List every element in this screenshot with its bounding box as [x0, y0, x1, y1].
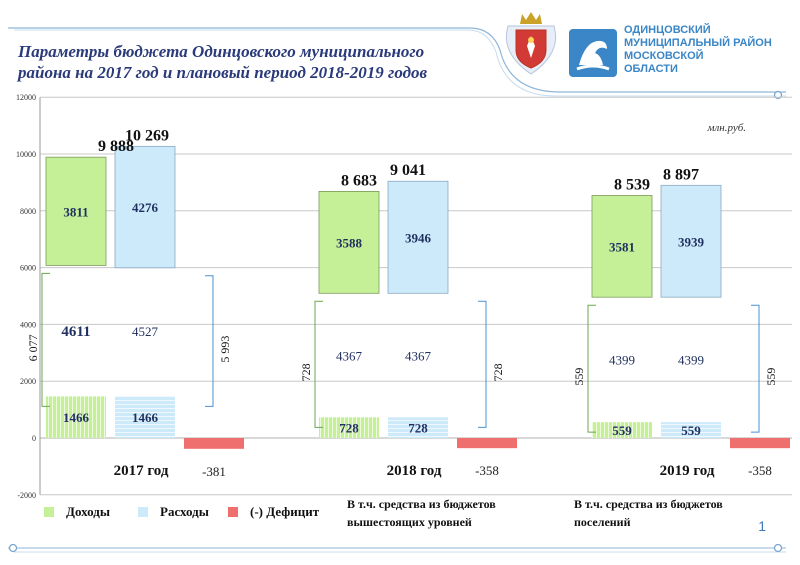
- legend-note: В т.ч. средства из бюджетов поселений: [574, 497, 723, 529]
- bar-income-lower: [592, 422, 652, 438]
- bar-expense-upper-label: 4276: [132, 200, 159, 215]
- bar-income-lower-label: 728: [339, 421, 359, 436]
- bar-expense-middle-label: 4399: [678, 353, 704, 368]
- bar-deficit: [730, 438, 790, 449]
- district-logo-icon: [569, 29, 617, 77]
- bracket-income-label: 728: [299, 363, 313, 381]
- bar-income-lower-label: 1466: [63, 410, 90, 425]
- bar-expense-middle-label: 4367: [405, 348, 432, 363]
- y-tick-label: 6000: [20, 264, 36, 273]
- bracket-expense: [205, 275, 214, 407]
- category-label: 2017 год: [114, 463, 169, 479]
- bar-expense-lower: [115, 396, 175, 438]
- bracket-income: [314, 300, 323, 428]
- bar-expense-lower: [661, 422, 721, 438]
- bar-deficit: [184, 438, 244, 449]
- bar-expense-middle-label: 4527: [132, 324, 159, 339]
- bar-income-total-label: 9 888: [98, 138, 134, 155]
- bar-income-lower: [319, 417, 379, 438]
- bar-income-middle-label: 4399: [609, 353, 635, 368]
- legend-swatch: [138, 507, 148, 517]
- bar-expense-lower: [388, 417, 448, 438]
- page-number: 1: [758, 518, 766, 534]
- bar-income-upper: [318, 191, 380, 294]
- legend-label: Расходы: [160, 504, 209, 519]
- org-line: ОДИНЦОВСКИЙ: [624, 24, 711, 36]
- bracket-income-label: 559: [572, 368, 586, 386]
- category-label: 2019 год: [660, 463, 715, 479]
- bar-expense-upper: [387, 180, 449, 294]
- bar-expense-upper: [114, 145, 176, 269]
- bracket-expense: [478, 300, 487, 428]
- bar-deficit: [457, 438, 517, 449]
- y-tick-label: 12000: [16, 93, 36, 102]
- bracket-income: [587, 304, 596, 433]
- y-tick-label: 4000: [20, 320, 36, 329]
- legend-note: В т.ч. средства из бюджетов вышестоящих у…: [347, 497, 496, 529]
- org-line: МОСКОВСКОЙ: [624, 50, 704, 62]
- bar-income-middle-label: 4611: [61, 324, 90, 340]
- bar-income-upper-label: 3581: [609, 239, 635, 254]
- bar-deficit-label: -358: [475, 463, 499, 478]
- bar-expense-upper-label: 3939: [678, 234, 705, 249]
- organization-name: ОДИНЦОВСКИЙ МУНИЦИПАЛЬНЫЙ РАЙОН МОСКОВСК…: [624, 24, 794, 76]
- org-line: МУНИЦИПАЛЬНЫЙ РАЙОН: [624, 37, 772, 49]
- legend-label: (-) Дефицит: [250, 504, 320, 519]
- page-title-line2: района на 2017 год и плановый период 201…: [18, 63, 428, 82]
- bar-deficit-label: -381: [202, 464, 226, 479]
- bar-income-upper-label: 3811: [63, 204, 88, 219]
- bracket-expense-label: 728: [491, 363, 505, 381]
- y-tick-label: 2000: [20, 377, 36, 386]
- org-line: ОБЛАСТИ: [624, 63, 678, 75]
- unit-label: млн.руб.: [706, 122, 746, 134]
- bar-income-middle-label: 4367: [336, 348, 363, 363]
- bracket-expense-label: 5 993: [218, 336, 232, 363]
- y-tick-label: 8000: [20, 207, 36, 216]
- bar-deficit-label: -358: [748, 463, 772, 478]
- bracket-expense-label: 559: [764, 368, 778, 386]
- y-tick-label: 10000: [16, 150, 36, 159]
- legend-swatch: [228, 507, 238, 517]
- bar-expense-lower-label: 728: [408, 421, 428, 436]
- category-label: 2018 год: [387, 463, 442, 479]
- bar-expense-total-label: 10 269: [125, 127, 169, 144]
- bar-income-upper-label: 3588: [336, 235, 363, 250]
- bar-income-upper: [591, 195, 653, 298]
- bar-income-total-label: 8 539: [614, 176, 650, 193]
- legend-swatch: [44, 507, 54, 517]
- legend-label: Доходы: [66, 504, 110, 519]
- bracket-expense: [751, 304, 760, 433]
- bracket-income: [41, 272, 50, 407]
- page-title: Параметры бюджета Одинцовского муниципал…: [18, 41, 488, 83]
- page-title-line1: Параметры бюджета Одинцовского муниципал…: [18, 42, 425, 61]
- bar-expense-upper: [660, 184, 722, 298]
- bar-income-lower: [46, 396, 106, 438]
- bar-income-total-label: 8 683: [341, 172, 377, 189]
- y-tick-label: -2000: [17, 491, 36, 500]
- y-tick-label: 0: [32, 434, 36, 443]
- bar-expense-total-label: 9 041: [390, 162, 426, 179]
- bar-income-upper: [45, 156, 107, 266]
- bracket-income-label: 6 077: [26, 334, 40, 361]
- coat-of-arms-icon: [505, 12, 557, 75]
- bar-income-lower-label: 559: [612, 423, 632, 438]
- bar-expense-upper-label: 3946: [405, 230, 432, 245]
- bar-expense-lower-label: 559: [681, 423, 701, 438]
- bar-expense-total-label: 8 897: [663, 166, 699, 183]
- bar-expense-lower-label: 1466: [132, 410, 159, 425]
